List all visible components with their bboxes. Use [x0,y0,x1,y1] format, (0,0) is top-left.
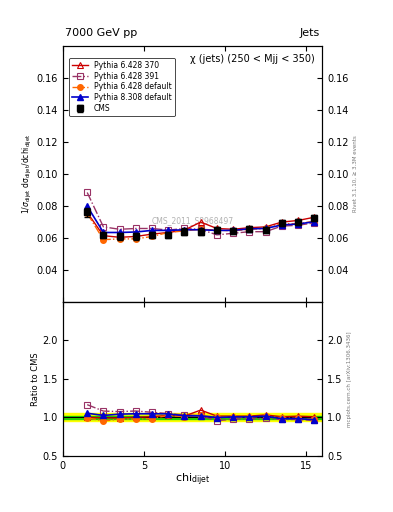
Pythia 6.428 391 [150,225,154,231]
Y-axis label: mcplots.cern.ch [arXiv:1306.3436]: mcplots.cern.ch [arXiv:1306.3436] [347,331,352,426]
Text: 7000 GeV pp: 7000 GeV pp [66,28,138,38]
Pythia 8.308 default [198,227,203,233]
Pythia 8.308 default [101,229,106,236]
Pythia 6.428 370 [182,227,187,233]
Pythia 6.428 370 [134,233,138,240]
Pythia 6.428 default [296,221,300,227]
Pythia 6.428 391 [279,223,284,229]
Pythia 8.308 default [231,227,235,233]
Y-axis label: Rivet 3.1.10, ≥ 3.3M events: Rivet 3.1.10, ≥ 3.3M events [353,136,358,212]
Pythia 6.428 391 [101,224,106,230]
Pythia 6.428 391 [198,226,203,232]
Pythia 6.428 370 [215,225,219,231]
X-axis label: chi$_{\rm dijet}$: chi$_{\rm dijet}$ [175,472,210,488]
Bar [63,416,322,419]
Pythia 6.428 default [150,233,154,240]
Pythia 6.428 370 [296,218,300,224]
Pythia 6.428 391 [263,228,268,234]
Pythia 6.428 370 [312,214,316,220]
Line: Pythia 8.308 default: Pythia 8.308 default [84,203,318,236]
Pythia 6.428 370 [166,229,171,236]
Pythia 8.308 default [263,225,268,231]
Y-axis label: Ratio to CMS: Ratio to CMS [31,352,40,406]
Pythia 6.428 391 [231,230,235,237]
Pythia 6.428 default [231,228,235,234]
Pythia 6.428 default [312,218,316,224]
Y-axis label: $1/\sigma_{\rm dijet}\ \rm d\sigma_{\rm dijet}/\rm dchi_{\rm dijet}$: $1/\sigma_{\rm dijet}\ \rm d\sigma_{\rm … [21,134,34,215]
Pythia 6.428 default [166,229,171,236]
Pythia 6.428 default [101,237,106,243]
Pythia 6.428 391 [247,228,252,234]
Bar [63,414,322,421]
Text: χ (jets) (250 < Mjj < 350): χ (jets) (250 < Mjj < 350) [190,54,314,64]
Pythia 6.428 370 [85,209,90,216]
Pythia 6.428 370 [117,234,122,240]
Pythia 8.308 default [247,226,252,232]
Pythia 6.428 default [279,221,284,227]
Pythia 6.428 default [117,236,122,242]
Pythia 6.428 391 [134,225,138,231]
Pythia 6.428 default [247,226,252,232]
Pythia 6.428 370 [263,224,268,230]
Pythia 8.308 default [312,219,316,225]
Pythia 8.308 default [215,227,219,233]
Pythia 8.308 default [85,203,90,209]
Pythia 6.428 391 [312,220,316,226]
Pythia 8.308 default [279,222,284,228]
Pythia 8.308 default [182,227,187,233]
Pythia 6.428 default [134,236,138,242]
Pythia 6.428 370 [247,225,252,231]
Pythia 6.428 370 [279,219,284,225]
Pythia 6.428 391 [296,222,300,228]
Pythia 8.308 default [134,229,138,235]
Pythia 8.308 default [117,229,122,236]
Pythia 6.428 391 [117,226,122,232]
Pythia 6.428 391 [182,225,187,231]
Pythia 6.428 370 [101,232,106,239]
Pythia 6.428 370 [150,231,154,237]
Pythia 6.428 370 [231,226,235,232]
Pythia 8.308 default [166,227,171,233]
Pythia 6.428 default [198,226,203,232]
Pythia 8.308 default [150,227,154,233]
Pythia 6.428 default [215,227,219,233]
Pythia 6.428 370 [198,219,203,225]
Pythia 6.428 default [85,210,90,217]
Pythia 8.308 default [296,221,300,227]
Pythia 6.428 default [182,228,187,234]
Text: Jets: Jets [299,28,320,38]
Legend: Pythia 6.428 370, Pythia 6.428 391, Pythia 6.428 default, Pythia 8.308 default, : Pythia 6.428 370, Pythia 6.428 391, Pyth… [69,57,174,116]
Line: Pythia 6.428 391: Pythia 6.428 391 [84,189,318,239]
Pythia 6.428 391 [166,227,171,233]
Line: Pythia 6.428 370: Pythia 6.428 370 [84,209,318,241]
Pythia 6.428 391 [215,232,219,238]
Line: Pythia 6.428 default: Pythia 6.428 default [84,210,317,243]
Pythia 6.428 391 [85,189,90,196]
Text: CMS_2011_S8968497: CMS_2011_S8968497 [152,216,233,225]
Pythia 6.428 default [263,225,268,231]
